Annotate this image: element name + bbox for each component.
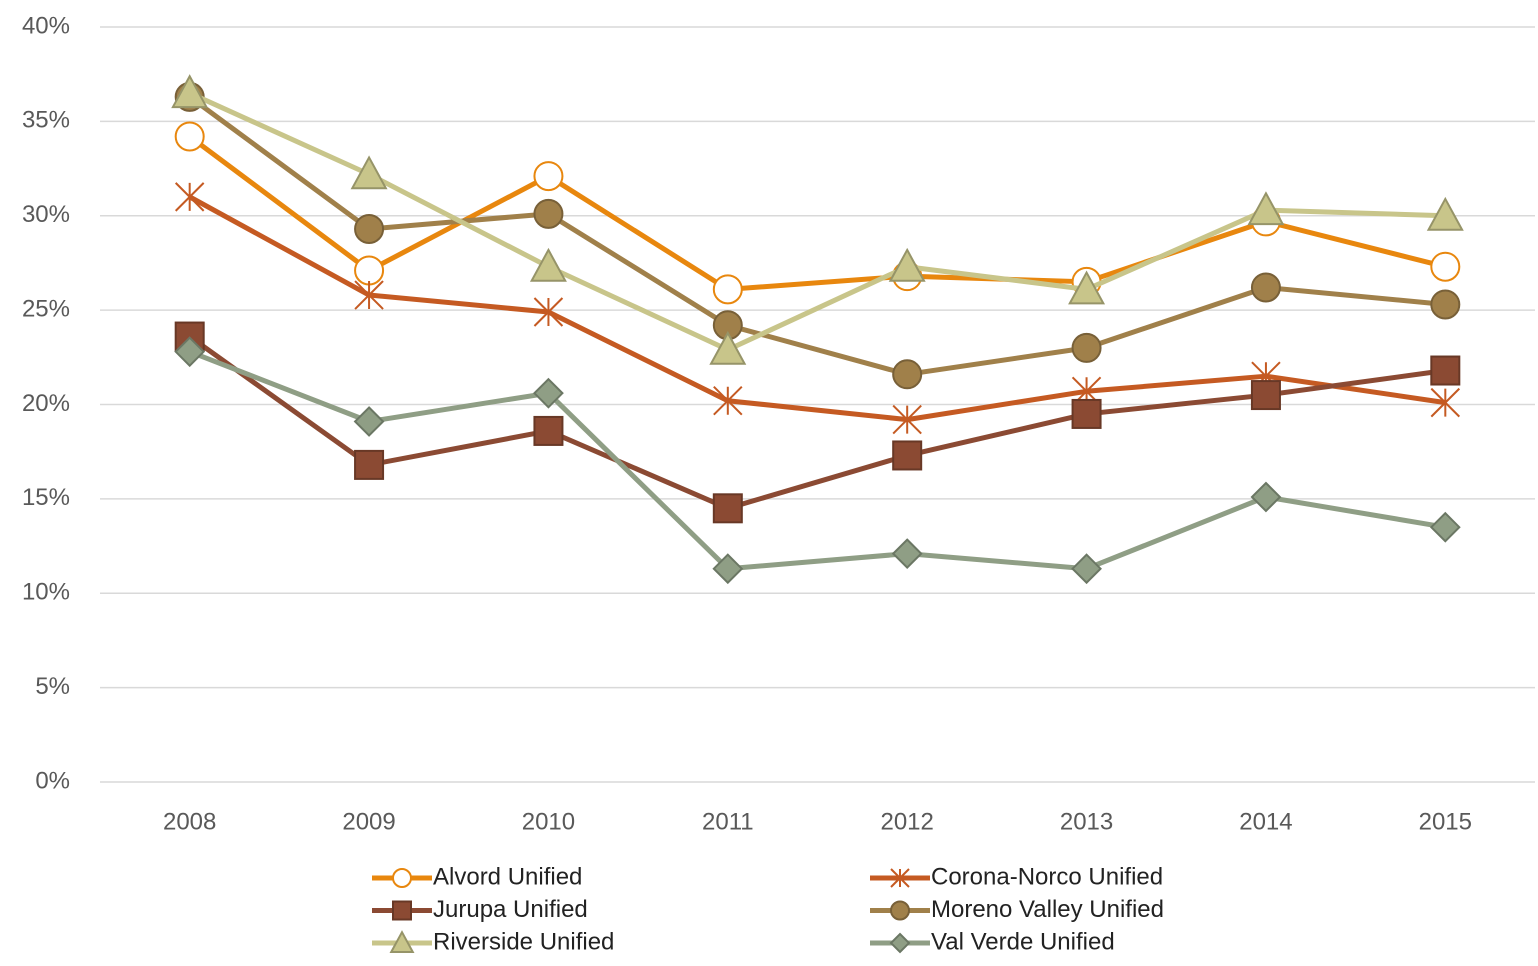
legend-label: Riverside Unified — [433, 928, 614, 955]
marker — [533, 198, 564, 229]
marker — [1430, 355, 1461, 386]
x-tick-label: 2015 — [1419, 808, 1472, 835]
marker — [1250, 481, 1282, 513]
marker — [533, 297, 564, 327]
marker — [1430, 289, 1461, 320]
marker — [533, 161, 564, 192]
marker — [1071, 398, 1102, 429]
marker — [709, 330, 747, 365]
marker — [1247, 191, 1285, 226]
series-line — [188, 94, 1446, 377]
x-tick-label: 2012 — [880, 808, 933, 835]
marker — [1430, 251, 1461, 282]
marker — [892, 359, 923, 390]
legend-label: Corona-Norco Unified — [931, 863, 1163, 890]
x-tick-label: 2009 — [342, 808, 395, 835]
y-tick-label: 15% — [22, 484, 70, 511]
y-tick-label: 25% — [22, 295, 70, 322]
legend-label: Jurupa Unified — [433, 896, 588, 923]
marker — [171, 74, 209, 109]
marker — [533, 377, 564, 409]
marker — [354, 255, 385, 286]
marker — [891, 538, 923, 570]
legend-label: Alvord Unified — [433, 863, 582, 890]
marker — [354, 449, 385, 480]
marker — [353, 406, 385, 437]
y-tick-label: 5% — [35, 673, 70, 700]
y-tick-label: 35% — [22, 107, 70, 134]
series-line — [188, 334, 1446, 511]
x-tick-label: 2013 — [1060, 808, 1113, 835]
marker — [712, 274, 743, 305]
marker — [1426, 196, 1464, 231]
x-tick-label: 2011 — [702, 808, 754, 835]
marker — [174, 336, 206, 368]
marker — [890, 900, 910, 921]
marker — [889, 932, 911, 954]
legend-label: Moreno Valley Unified — [931, 896, 1164, 923]
marker — [890, 868, 910, 888]
marker — [1071, 553, 1102, 585]
marker — [1071, 332, 1102, 363]
marker — [1429, 511, 1461, 543]
marker — [1250, 272, 1281, 303]
marker — [392, 868, 412, 888]
series-line — [188, 90, 1446, 353]
marker — [712, 553, 744, 585]
marker — [354, 280, 384, 310]
y-tick-label: 30% — [22, 201, 70, 228]
x-tick-label: 2008 — [163, 808, 216, 835]
x-tick-label: 2010 — [522, 808, 575, 835]
y-tick-label: 40% — [22, 12, 70, 39]
marker — [533, 415, 564, 446]
marker — [892, 440, 923, 471]
x-tick-label: 2014 — [1239, 808, 1292, 835]
series-line — [188, 349, 1446, 572]
marker — [712, 493, 743, 524]
legend-label: Val Verde Unified — [931, 928, 1115, 955]
marker — [713, 386, 743, 416]
marker — [392, 900, 412, 921]
marker — [888, 247, 926, 282]
marker — [1430, 387, 1461, 418]
marker — [1068, 270, 1106, 305]
series-line — [188, 134, 1446, 292]
marker — [389, 930, 415, 953]
marker — [350, 155, 388, 190]
series-line — [188, 194, 1446, 423]
marker — [174, 182, 205, 212]
marker — [529, 247, 567, 282]
marker — [892, 404, 922, 435]
marker — [1250, 380, 1281, 411]
y-tick-label: 0% — [35, 767, 70, 794]
y-tick-label: 20% — [22, 390, 70, 417]
marker — [354, 213, 385, 244]
y-tick-label: 10% — [22, 579, 70, 606]
marker — [174, 121, 205, 152]
